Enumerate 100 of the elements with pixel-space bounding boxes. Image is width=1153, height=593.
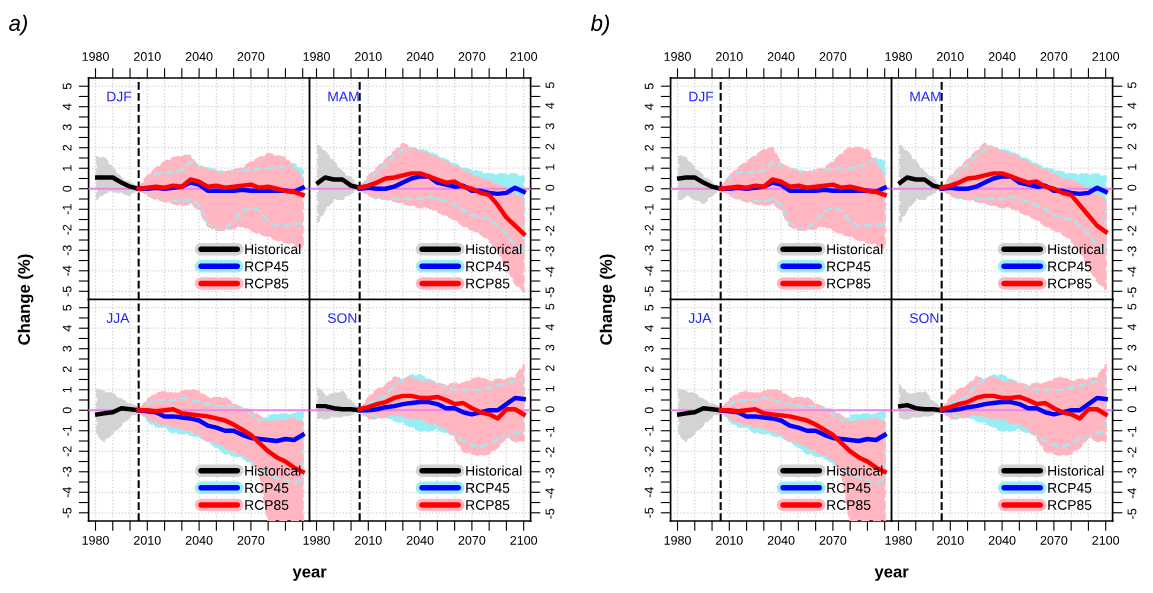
text: a) bbox=[9, 14, 28, 36]
y-tick-label: -4 bbox=[1127, 488, 1137, 499]
y-tick-label: 2 bbox=[545, 143, 555, 150]
y-tick-label: 5 bbox=[644, 83, 654, 90]
text: SON bbox=[909, 313, 939, 323]
x-tick-label: 2070 bbox=[458, 52, 486, 61]
x-tick-label: 2040 bbox=[406, 535, 434, 545]
y-tick-label: -5 bbox=[62, 507, 72, 518]
y-tick-label: 4 bbox=[62, 103, 72, 110]
legend-label: Historical bbox=[245, 465, 301, 476]
legend-label: RCP85 bbox=[1048, 278, 1092, 289]
y-tick-label: -5 bbox=[644, 507, 654, 518]
y-axis-title: Change (%) bbox=[17, 254, 34, 345]
y-tick-label: -1 bbox=[644, 425, 654, 436]
text: b) bbox=[590, 14, 610, 36]
y-tick-label: 4 bbox=[1127, 324, 1137, 331]
y-tick-label: -3 bbox=[1127, 246, 1137, 257]
legend-label: RCP45 bbox=[245, 482, 289, 493]
x-tick-label: 2010 bbox=[937, 52, 964, 61]
y-tick-label: 4 bbox=[644, 103, 654, 110]
y-tick-label: 4 bbox=[1127, 102, 1137, 109]
y-tick-label: 2 bbox=[644, 366, 654, 373]
y-tick-label: 4 bbox=[62, 325, 72, 332]
y-tick-label: -2 bbox=[545, 225, 555, 236]
legend-label: Historical bbox=[466, 465, 522, 476]
y-tick-label: 1 bbox=[62, 386, 72, 393]
legend-label: RCP45 bbox=[1048, 261, 1092, 272]
legend-label: RCP45 bbox=[245, 261, 289, 272]
legend-label: Historical bbox=[245, 243, 301, 255]
y-tick-label: 4 bbox=[644, 325, 654, 332]
y-tick-label: 0 bbox=[62, 407, 72, 414]
x-tick-label: 2040 bbox=[185, 52, 213, 61]
y-tick-label: -4 bbox=[545, 266, 555, 277]
legend-label: Historical bbox=[1048, 243, 1104, 255]
y-tick-label: 2 bbox=[62, 366, 72, 373]
legend-label: Historical bbox=[827, 243, 883, 255]
x-tick-label: 2040 bbox=[767, 535, 795, 545]
y-tick-label: 5 bbox=[62, 304, 72, 311]
x-tick-label: 1980 bbox=[82, 52, 109, 61]
x-axis-title: year bbox=[874, 568, 909, 581]
x-tick-label: 2070 bbox=[819, 535, 847, 545]
y-tick-label: -5 bbox=[545, 287, 555, 298]
y-tick-label: 2 bbox=[1127, 143, 1137, 150]
line-series bbox=[898, 175, 944, 190]
x-tick-label: 1980 bbox=[885, 52, 912, 61]
y-tick-label: 1 bbox=[545, 164, 555, 170]
y-tick-label: 5 bbox=[545, 303, 555, 310]
x-tick-label: 2040 bbox=[406, 52, 434, 61]
x-tick-label: 2010 bbox=[134, 52, 161, 61]
y-tick-label: -1 bbox=[545, 426, 555, 437]
line-series bbox=[316, 175, 362, 190]
y-tick-label: -5 bbox=[1127, 287, 1137, 298]
legend-label: RCP45 bbox=[827, 261, 871, 272]
text: MAM bbox=[328, 91, 359, 102]
y-tick-label: -2 bbox=[644, 446, 654, 457]
legend-label: RCP85 bbox=[466, 278, 510, 289]
y-tick-label: -3 bbox=[1127, 467, 1137, 478]
y-tick-label: 3 bbox=[1127, 344, 1137, 351]
y-tick-label: -4 bbox=[1127, 266, 1137, 277]
y-tick-label: -3 bbox=[545, 246, 555, 257]
y-tick-label: 1 bbox=[545, 385, 555, 392]
y-tick-label: 0 bbox=[1127, 184, 1137, 191]
y-tick-label: -2 bbox=[545, 447, 555, 458]
y-tick-label: -3 bbox=[644, 466, 654, 477]
y-tick-label: -4 bbox=[644, 265, 654, 276]
y-tick-label: 3 bbox=[644, 345, 654, 352]
y-tick-label: 2 bbox=[1127, 365, 1137, 372]
legend-label: RCP85 bbox=[827, 500, 871, 510]
x-tick-label: 2040 bbox=[185, 535, 213, 545]
text: SON bbox=[327, 313, 357, 323]
legend-label: Historical bbox=[466, 243, 522, 255]
y-tick-label: -1 bbox=[62, 425, 72, 436]
y-tick-label: 3 bbox=[644, 124, 654, 131]
y-tick-label: -3 bbox=[62, 466, 72, 477]
text: DJF bbox=[689, 91, 714, 102]
legend-label: RCP45 bbox=[466, 482, 510, 493]
legend-label: Historical bbox=[827, 465, 883, 476]
y-tick-label: 0 bbox=[1127, 406, 1137, 413]
y-tick-label: 0 bbox=[545, 406, 555, 413]
y-tick-label: 1 bbox=[1127, 164, 1137, 170]
x-tick-label: 1980 bbox=[664, 535, 691, 545]
x-tick-label: 1980 bbox=[303, 535, 330, 545]
x-tick-label: 1980 bbox=[664, 52, 691, 61]
x-tick-label: 2070 bbox=[237, 52, 265, 61]
legend-label: RCP85 bbox=[827, 278, 871, 289]
legend-label: RCP85 bbox=[466, 500, 510, 510]
x-tick-label: 1980 bbox=[82, 535, 109, 545]
x-tick-label: 2040 bbox=[988, 535, 1016, 545]
y-tick-label: -1 bbox=[644, 204, 654, 215]
y-tick-label: -1 bbox=[62, 204, 72, 215]
y-tick-label: 0 bbox=[644, 407, 654, 414]
y-tick-label: -2 bbox=[62, 446, 72, 457]
y-tick-label: -2 bbox=[1127, 225, 1137, 236]
y-tick-label: 2 bbox=[644, 144, 654, 151]
x-tick-label: 2070 bbox=[1040, 535, 1068, 545]
x-tick-label: 2100 bbox=[1092, 52, 1120, 61]
line-series bbox=[357, 171, 526, 237]
y-tick-label: 3 bbox=[62, 345, 72, 352]
legend-label: RCP45 bbox=[827, 482, 871, 493]
x-tick-label: 2010 bbox=[355, 535, 382, 545]
